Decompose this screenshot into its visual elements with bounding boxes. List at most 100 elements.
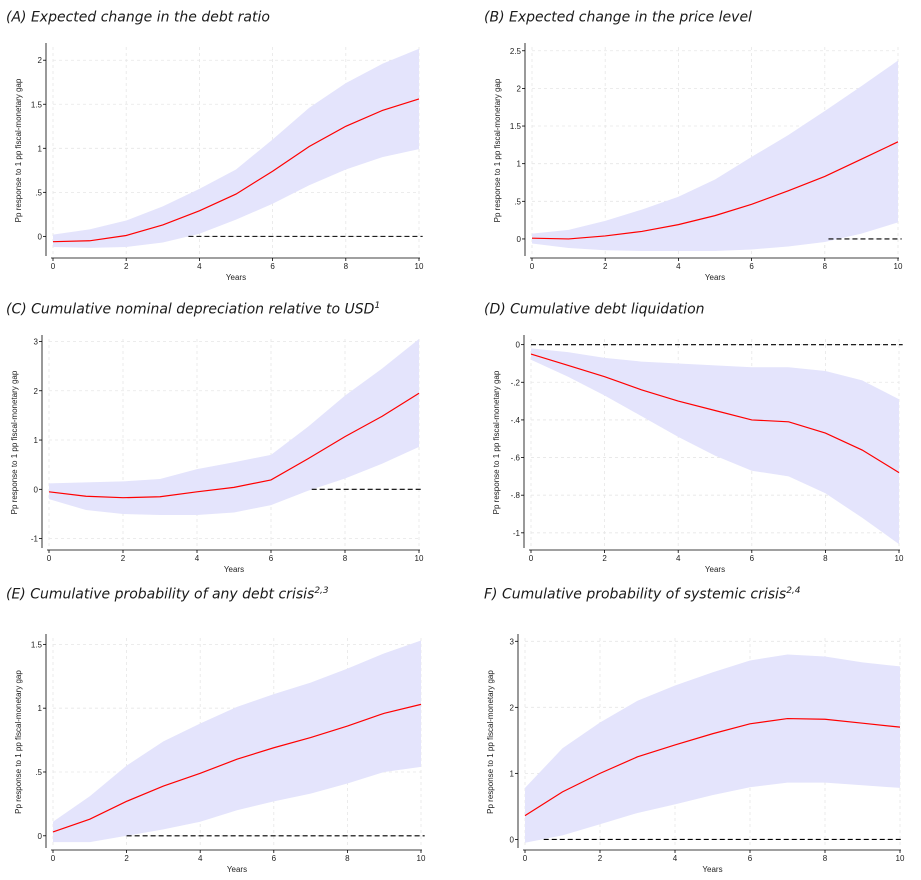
panel-c-y-tick-label: 0 [34,485,39,494]
panel-e-y-tick-label: .5 [35,768,42,777]
panel-d-x-tick-label: 8 [823,554,828,563]
panel-f-x-tick-label: 4 [673,854,678,863]
panel-b-y-axis-title: Pp response to 1 pp fiscal-monetary gap [493,78,502,222]
panel-d-y-axis-title: Pp response to 1 pp fiscal-monetary gap [492,370,501,514]
panel-d-y-tick-label: -.8 [511,491,521,500]
panel-b-title: (B) Expected change in the price level [484,9,752,26]
chart-panel-c: 0 2 4 6 8 10 -1 0 1 2 3 Years Pp response to 1 pp fi… [10,335,424,574]
panel-d-x-tick-label: 4 [676,554,681,563]
panel-c-confidence-band [49,339,419,515]
panel-e-x-tick-label: 10 [417,854,426,863]
panel-e-x-tick-label: 4 [198,854,203,863]
panel-a-title: (A) Expected change in the debt ratio [6,9,270,26]
panel-e-y-tick-label: 0 [38,832,43,841]
panel-e-y-tick-label: 1 [38,704,43,713]
panel-c-x-axis-title: Years [224,565,244,574]
panel-b-x-tick-label: 4 [676,262,681,271]
panel-c-y-axis-title: Pp response to 1 pp fiscal-monetary gap [10,370,19,514]
panel-a-y-axis-title: Pp response to 1 pp fiscal-monetary gap [14,78,23,222]
panel-c-title: (C) Cumulative nominal depreciation rela… [6,301,381,318]
panel-f-title: F) Cumulative probability of systemic cr… [484,586,801,603]
panel-e-x-axis-title: Years [227,865,247,874]
panel-b-x-tick-label: 2 [603,262,608,271]
panel-e-confidence-band [53,640,421,843]
panel-d-title: (D) Cumulative debt liquidation [484,301,705,318]
panel-c-x-tick-label: 2 [121,554,126,563]
panel-d-x-tick-label: 6 [750,554,755,563]
panel-c-estimate-line [48,392,420,499]
panel-c-y-tick-label: -1 [31,535,39,544]
panel-f-y-tick-label: 3 [510,637,515,646]
panel-c-x-tick-label: 4 [195,554,200,563]
chart-panel-e: 0 2 4 6 8 10 0 .5 1 1.5 Years Pp response to 1 pp f… [14,634,426,874]
panel-f-x-tick-label: 2 [598,854,603,863]
panel-d-estimate-line [530,353,900,474]
panel-f-y-tick-label: 0 [510,835,515,844]
panel-e-title: (E) Cumulative probability of any debt c… [6,586,329,603]
panel-c-x-tick-label: 0 [47,554,52,563]
panel-e-y-axis-title: Pp response to 1 pp fiscal-monetary gap [14,670,23,814]
panel-f-confidence-band [525,654,900,843]
panel-a-x-tick-label: 2 [124,262,129,271]
panel-b-y-tick-label: .5 [514,197,521,206]
panel-b-x-tick-label: 8 [823,262,828,271]
panel-b-y-tick-label: 1 [517,160,522,169]
panel-f-y-tick-label: 2 [510,703,515,712]
panel-a-y-tick-label: 1.5 [31,100,43,109]
panel-e-x-tick-label: 2 [124,854,129,863]
chart-panel-a: 0 2 4 6 8 10 0 .5 1 1.5 2 Years Pp response to 1 pp … [14,43,424,282]
panel-f-x-axis-title: Years [702,865,722,874]
panel-a-x-tick-label: 10 [415,262,424,271]
panel-b-y-tick-label: 2.5 [510,47,522,56]
panel-c-x-tick-label: 10 [415,554,424,563]
panel-a-y-tick-label: 0 [38,232,43,241]
panel-b-confidence-band [532,60,898,251]
panel-d-y-tick-label: -.2 [511,378,521,387]
panel-e-x-tick-label: 6 [272,854,277,863]
panel-b-x-tick-label: 0 [530,262,535,271]
panel-b-y-tick-label: 1.5 [510,122,522,131]
panel-b-y-tick-label: 2 [517,84,522,93]
panel-f-x-tick-label: 6 [748,854,753,863]
panel-f-y-axis-title: Pp response to 1 pp fiscal-monetary gap [486,670,495,814]
panel-c-x-tick-label: 6 [269,554,274,563]
panel-c-x-tick-label: 8 [343,554,348,563]
panel-a-estimate-line [52,98,420,243]
panel-e-estimate-line [52,703,422,833]
panel-f-x-tick-label: 8 [823,854,828,863]
panel-e-x-tick-label: 0 [51,854,56,863]
panel-f-estimate-line [524,717,901,817]
chart-panel-b: 0 2 4 6 8 10 0 .5 1 1.5 2 2.5 Years Pp response to 1 … [493,43,903,282]
panel-f-x-tick-label: 10 [896,854,905,863]
panel-f-y-tick-label: 1 [510,769,515,778]
panel-a-x-tick-label: 8 [344,262,349,271]
panel-a-x-tick-label: 6 [270,262,275,271]
panel-d-y-tick-label: -.6 [511,454,521,463]
chart-panel-f: 0 2 4 6 8 10 0 1 2 3 Years Pp response to 1 pp fisc… [486,634,905,874]
panel-d-y-tick-label: -.4 [511,416,521,425]
panel-b-estimate-line [531,141,899,240]
panel-e-x-tick-label: 8 [345,854,350,863]
panel-d-y-tick-label: 0 [516,341,521,350]
panel-c-y-tick-label: 3 [34,337,39,346]
panel-a-y-tick-label: 2 [38,56,43,65]
panel-b-x-axis-title: Years [705,273,725,282]
panel-b-x-tick-label: 10 [894,262,903,271]
panel-b-y-tick-label: 0 [517,235,522,244]
panel-d-x-tick-label: 2 [602,554,607,563]
panel-f-x-tick-label: 0 [523,854,528,863]
panel-e-y-tick-label: 1.5 [31,640,43,649]
panel-d-y-tick-label: -1 [513,529,521,538]
panel-a-y-tick-label: 1 [38,144,43,153]
panel-a-x-axis-title: Years [226,273,246,282]
panel-d-x-tick-label: 10 [895,554,904,563]
panel-d-confidence-band [531,348,899,545]
panel-a-x-tick-label: 4 [197,262,202,271]
panel-b-x-tick-label: 6 [749,262,754,271]
panel-a-y-tick-label: .5 [35,188,42,197]
panel-c-y-tick-label: 2 [34,387,39,396]
panel-a-confidence-band [53,48,419,248]
panel-c-y-tick-label: 1 [34,436,39,445]
panel-d-x-tick-label: 0 [529,554,534,563]
